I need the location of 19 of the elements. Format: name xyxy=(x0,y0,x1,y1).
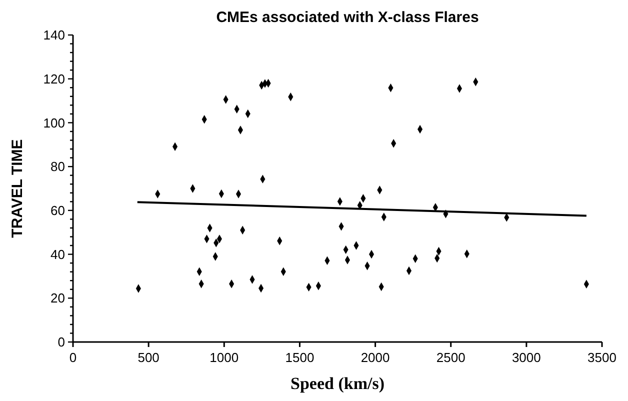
y-tick-label: 120 xyxy=(43,71,65,86)
y-tick-label: 20 xyxy=(50,290,65,306)
y-tick-label: 40 xyxy=(50,246,65,262)
y-axis-title: TRAVEL TIME xyxy=(9,139,26,238)
x-tick-label: 3500 xyxy=(588,350,616,365)
x-tick-label: 3000 xyxy=(512,350,541,365)
chart-title: CMEs associated with X-class Flares xyxy=(216,9,479,26)
x-tick-label: 0 xyxy=(69,350,77,365)
y-tick-label: 0 xyxy=(58,334,65,350)
y-tick-label: 140 xyxy=(43,28,65,43)
y-tick-label: 100 xyxy=(43,115,65,130)
x-tick-label: 2000 xyxy=(360,350,390,365)
x-tick-label: 2500 xyxy=(436,350,466,365)
y-tick-label: 60 xyxy=(50,202,65,218)
x-tick-label: 500 xyxy=(138,350,160,365)
x-axis-title: Speed (km/s) xyxy=(290,374,384,393)
x-tick-label: 1500 xyxy=(285,350,314,365)
y-tick-label: 80 xyxy=(50,159,65,174)
x-tick-label: 1000 xyxy=(210,350,239,365)
